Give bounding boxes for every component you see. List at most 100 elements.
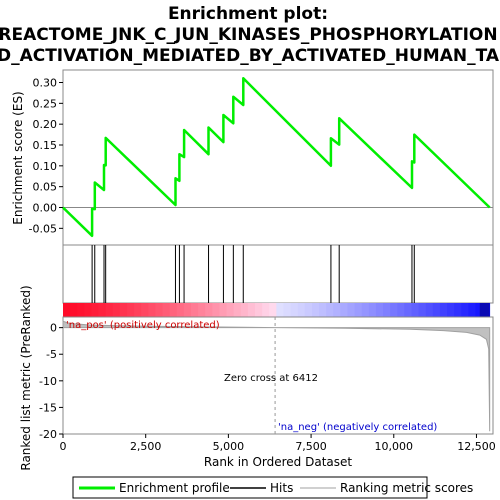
colorbar-segment [397, 303, 405, 317]
x-tick-label: 10,000 [375, 440, 414, 453]
x-tick-label: 0 [60, 440, 67, 453]
colorbar-segment [461, 303, 469, 317]
colorbar-segment [233, 303, 242, 317]
colorbar-segment [432, 303, 441, 317]
es-y-axis: -0.05 0.00 0.05 0.10 0.15 0.20 0.25 0.30 [29, 77, 63, 235]
colorbar-segment [425, 303, 434, 317]
x-tick-label: 7,500 [295, 440, 327, 453]
colorbar-segment [319, 303, 327, 317]
es-y-axis-label: Enrichment score (ES) [11, 91, 25, 224]
neg-label: 'na_neg' (negatively correlated) [278, 422, 437, 433]
es-plot-area [62, 69, 494, 246]
colorbar-segment [226, 303, 235, 317]
colorbar-segment [198, 303, 206, 317]
x-axis-label: Rank in Ordered Dataset [204, 455, 352, 469]
es-y-tick-label: 0.15 [33, 139, 58, 152]
legend: Enrichment profile Hits Ranking metric s… [72, 476, 473, 499]
colorbar-segment [77, 303, 85, 317]
colorbar-segment [347, 303, 355, 317]
colorbar-segment [276, 303, 284, 317]
es-y-tick-label: 0.25 [33, 97, 58, 110]
es-y-tick-label: 0.05 [33, 181, 58, 194]
es-y-tick-label: 0.10 [33, 160, 58, 173]
colorbar-segment [439, 303, 448, 317]
legend-hits-label: Hits [270, 481, 293, 495]
colorbar-segment [390, 303, 398, 317]
colorbar-segment [311, 303, 320, 317]
title-line-1: Enrichment plot: [168, 4, 328, 24]
colorbar-segment [155, 303, 163, 317]
enrichment-profile [62, 77, 491, 238]
hits [91, 245, 415, 303]
x-tick-label: 5,000 [213, 440, 245, 453]
colorbar-segment [183, 303, 192, 317]
colorbar-segment [418, 303, 427, 317]
metric-y-tick-label: -5 [46, 348, 57, 361]
colorbar-segment [326, 303, 334, 317]
colorbar-segment [162, 303, 171, 317]
enrichment-profile-line [62, 77, 491, 238]
colorbar-segment [169, 303, 178, 317]
hits-area [62, 244, 494, 304]
colorbar-segment [119, 303, 128, 317]
colorbar-segment [205, 303, 213, 317]
metric-plot-area [62, 316, 494, 435]
ranking-metric-area [62, 320, 491, 432]
metric-y-tick-label: -10 [39, 375, 57, 388]
x-tick-label: 2,500 [130, 440, 162, 453]
zero-cross-label: Zero cross at 6412 [224, 373, 318, 384]
colorbar-segment [290, 303, 299, 317]
title-line-2: REACTOME_JNK_C_JUN_KINASES_PHOSPHORYLATI… [0, 25, 498, 45]
legend-metric-label: Ranking metric scores [340, 481, 473, 495]
colorbar-segment [240, 303, 249, 317]
colorbar-segment [84, 303, 92, 317]
colorbar-segment [368, 303, 377, 317]
metric-y-tick-label: 0 [50, 322, 57, 335]
metric-y-axis: 0 -5 -10 -15 -20 [39, 322, 63, 441]
legend-enrichment-label: Enrichment profile [119, 481, 230, 495]
colorbar-segment [468, 303, 476, 317]
colorbar-segment [98, 303, 107, 317]
es-y-tick-label: -0.05 [29, 222, 57, 235]
metric-y-axis-label: Ranked list metric (PreRanked) [19, 285, 33, 470]
es-y-tick-label: 0.20 [33, 118, 58, 131]
colorbar-segment [262, 303, 270, 317]
colorbar-segment [247, 303, 256, 317]
colorbar-segment [375, 303, 384, 317]
colorbar-segment [383, 303, 391, 317]
chart-title: Enrichment plot: REACTOME_JNK_C_JUN_KINA… [0, 4, 500, 66]
colorbar-segment [297, 303, 306, 317]
metric-y-tick-label: -20 [39, 428, 57, 441]
colorbar-segment [63, 303, 71, 317]
colorbar-segment [447, 303, 455, 317]
colorbar-segment [127, 303, 135, 317]
pos-label: 'na_pos' (positively correlated) [66, 320, 220, 331]
colorbar-segment [404, 303, 412, 317]
colorbar-segment [333, 303, 341, 317]
colorbar-segment [475, 303, 483, 317]
colorbar-segment [219, 303, 227, 317]
colorbar-segment [105, 303, 114, 317]
colorbar-segment [454, 303, 462, 317]
title-line-3: D_ACTIVATION_MEDIATED_BY_ACTIVATED_HUMAN… [0, 46, 500, 66]
colorbar-segment [361, 303, 370, 317]
colorbar-segment [411, 303, 419, 317]
colorbar-segment [141, 303, 149, 317]
colorbar-segment [91, 303, 99, 317]
colorbar-segment [148, 303, 156, 317]
colorbar-segment [176, 303, 185, 317]
colorbar-segment [255, 303, 263, 317]
x-axis: 0 2,500 5,000 7,500 10,000 12,500 [60, 434, 496, 453]
colorbar-segment [112, 303, 121, 317]
x-tick-label: 12,500 [457, 440, 496, 453]
colorbar-segment [479, 303, 490, 317]
colorbar-segment [283, 303, 291, 317]
colorbar-segment [191, 303, 199, 317]
ranking-metric-scores [62, 320, 491, 432]
colorbar-segment [304, 303, 313, 317]
colorbar-segment [340, 303, 348, 317]
colorbar-segment [70, 303, 78, 317]
colorbar-segment [269, 303, 277, 317]
es-y-tick-label: 0.00 [33, 202, 58, 215]
